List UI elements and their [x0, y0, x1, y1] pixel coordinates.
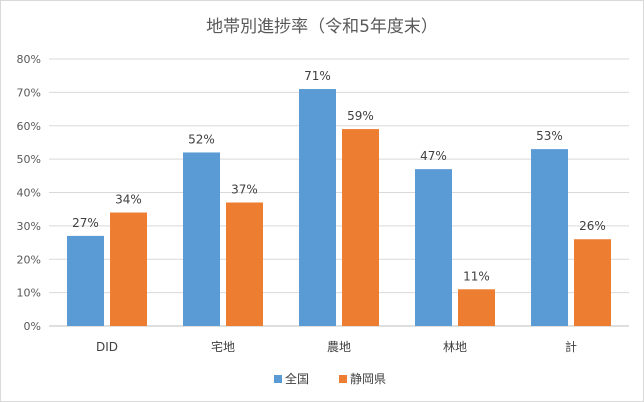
legend-swatch	[339, 375, 347, 383]
y-tick-label: 70%	[17, 86, 41, 99]
bar-national-0	[67, 235, 104, 326]
data-label: 34%	[115, 193, 142, 207]
data-label: 71%	[304, 69, 331, 83]
y-tick-label: 10%	[17, 287, 41, 300]
x-tick-label: DID	[96, 340, 118, 354]
bar-shizuoka-0	[110, 212, 147, 326]
data-label: 26%	[579, 219, 606, 233]
y-tick-label: 30%	[17, 220, 41, 233]
data-label: 53%	[536, 129, 563, 143]
bar-national-2	[299, 89, 336, 326]
bars: 27% 34% 52% 37% 71% 59% 47% 11% 53% 26%	[67, 69, 611, 326]
bar-shizuoka-3	[458, 289, 495, 326]
chart-title: 地帯別進捗率（令和5年度末）	[206, 17, 438, 37]
y-tick-label: 80%	[17, 53, 41, 66]
y-tick-label: 50%	[17, 153, 41, 166]
x-tick-label: 林地	[443, 340, 467, 354]
data-label: 59%	[347, 109, 374, 123]
legend-entry: 全国	[285, 371, 309, 386]
bar-national-3	[415, 169, 452, 326]
bar-shizuoka-2	[342, 129, 379, 326]
y-tick-label: 20%	[17, 253, 41, 266]
data-label: 47%	[420, 149, 447, 163]
x-tick-label: 計	[565, 339, 577, 354]
bar-shizuoka-4	[574, 239, 611, 326]
y-axis: 0% 10% 20% 30% 40% 50% 60% 70% 80%	[17, 53, 41, 333]
data-label: 27%	[72, 216, 99, 230]
bar-shizuoka-1	[226, 202, 263, 326]
y-tick-label: 0%	[24, 320, 41, 333]
y-tick-label: 60%	[17, 120, 41, 133]
data-label: 11%	[463, 269, 490, 283]
data-label: 52%	[188, 132, 215, 146]
legend-entry: 静岡県	[350, 372, 386, 386]
data-label: 37%	[231, 183, 258, 197]
x-tick-label: 宅地	[211, 339, 235, 354]
legend: 全国 静岡県	[274, 371, 386, 386]
bar-national-1	[183, 152, 220, 326]
x-tick-label: 農地	[327, 340, 351, 354]
bar-national-4	[531, 149, 568, 326]
x-axis: DID 宅地 農地 林地 計	[96, 339, 577, 354]
legend-swatch	[274, 375, 282, 383]
y-tick-label: 40%	[17, 187, 41, 200]
